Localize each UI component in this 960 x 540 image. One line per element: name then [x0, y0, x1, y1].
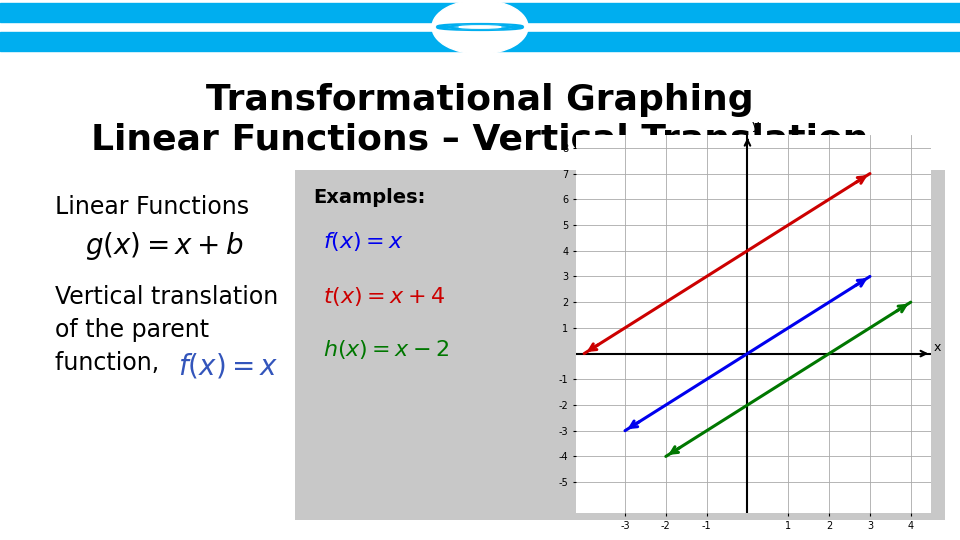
Circle shape	[459, 26, 501, 28]
Text: Transformational Graphing: Transformational Graphing	[206, 83, 754, 117]
Bar	[0, 32, 960, 51]
Text: Linear Functions: Linear Functions	[55, 195, 250, 219]
Text: x: x	[933, 341, 941, 354]
Text: of the parent: of the parent	[55, 318, 209, 342]
Text: Examples:: Examples:	[313, 188, 425, 207]
Text: Linear Functions – Vertical Translation: Linear Functions – Vertical Translation	[91, 123, 869, 157]
Text: y: y	[751, 119, 758, 132]
Bar	[0, 3, 960, 22]
Text: $f\left(x\right) = x$: $f\left(x\right) = x$	[178, 351, 278, 380]
Bar	[295, 170, 945, 520]
Circle shape	[459, 26, 501, 28]
Circle shape	[447, 25, 513, 29]
Ellipse shape	[432, 0, 528, 54]
Text: Vertical translation: Vertical translation	[55, 285, 278, 309]
Text: $g(x) = x + b$: $g(x) = x + b$	[85, 230, 244, 262]
Text: $f(x) = x$: $f(x) = x$	[323, 230, 404, 253]
Text: $t(x) = x + 4$: $t(x) = x + 4$	[323, 285, 444, 308]
Text: function,: function,	[55, 351, 174, 375]
Text: $h(x) = x - 2$: $h(x) = x - 2$	[323, 338, 449, 361]
